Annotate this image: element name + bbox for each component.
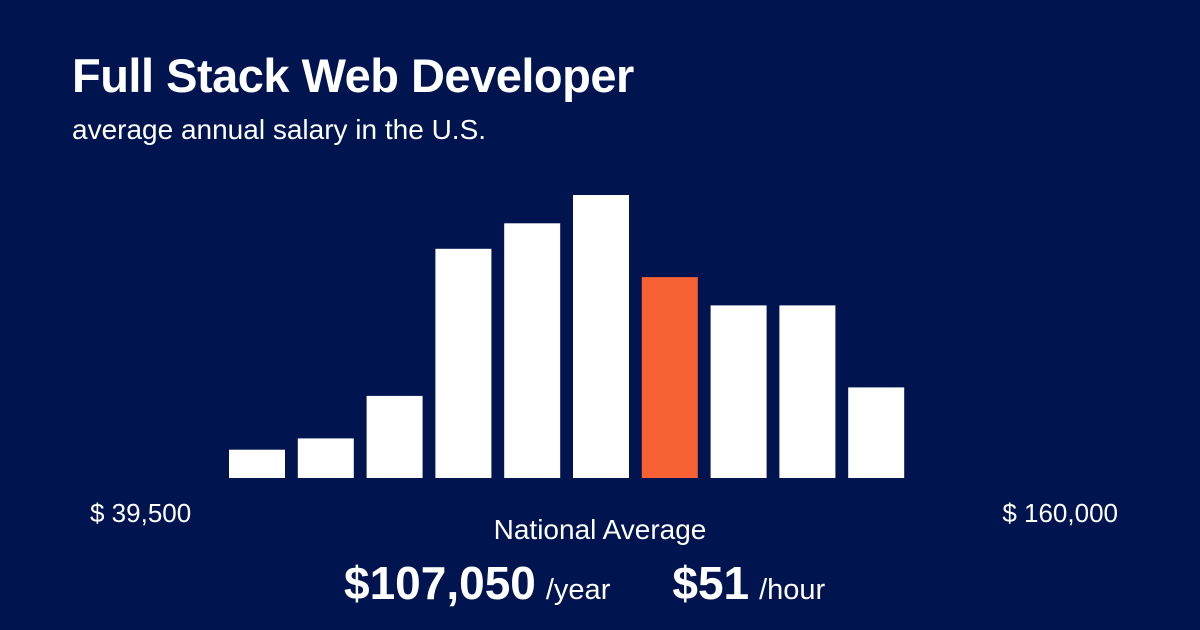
histogram-bar [573,195,629,478]
histogram-bar [504,223,561,478]
hourly-wage-value: $51 [672,557,750,609]
range-max-label: $ 160,000 [1002,498,1118,528]
histogram-bar [435,248,492,478]
page-title: Full Stack Web Developer [72,49,634,102]
histogram-bar [710,305,767,478]
annual-salary-unit: /year [545,574,611,606]
annual-salary-value: $107,050 [344,557,536,609]
histogram-bar [779,305,836,478]
national-average-label: National Average [493,514,707,545]
hourly-wage-unit: /hour [759,574,826,606]
range-min-label: $ 39,500 [90,498,192,528]
histogram-bar [848,387,905,478]
histogram-bar [297,438,354,478]
histogram-bar-highlight [641,277,698,478]
national-average-values: $107,050 /year $51 /hour [344,560,825,606]
page-subtitle: average annual salary in the U.S. [72,114,487,145]
histogram-bar [229,449,285,478]
histogram-bar [366,395,423,478]
